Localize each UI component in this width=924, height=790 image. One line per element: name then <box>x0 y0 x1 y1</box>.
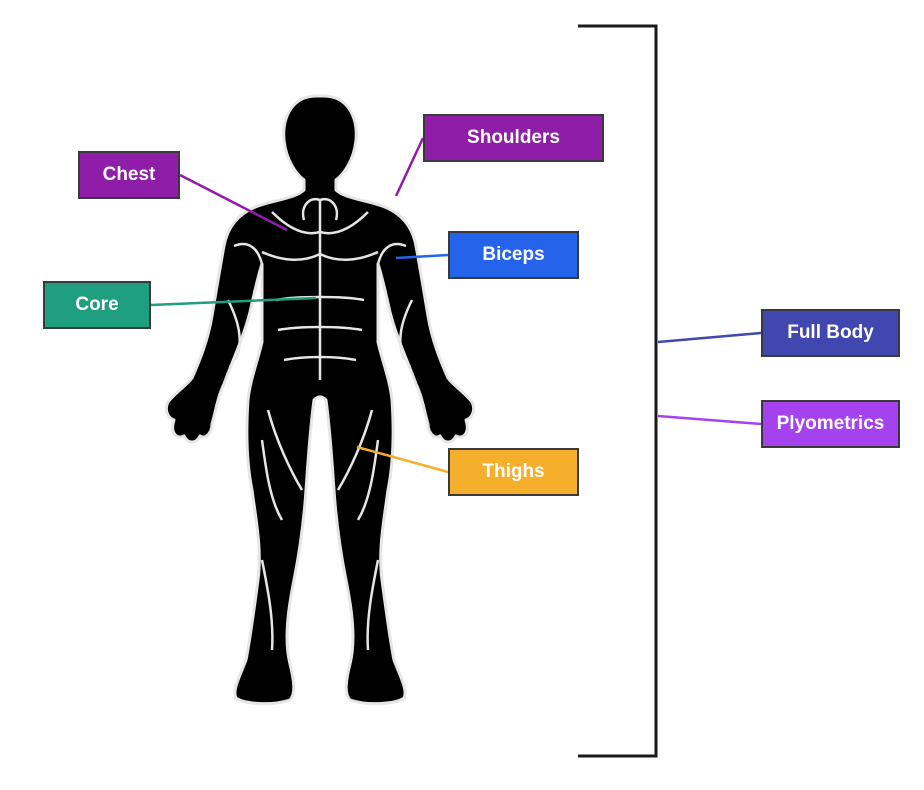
full-body-label[interactable]: Full Body <box>761 309 900 357</box>
human-muscle-figure-icon <box>164 94 476 706</box>
chest-connector <box>179 173 288 232</box>
plyometrics-label[interactable]: Plyometrics <box>761 400 900 448</box>
chest-label[interactable]: Chest <box>78 151 180 199</box>
core-label[interactable]: Core <box>43 281 151 329</box>
plyometrics-connector <box>657 414 762 426</box>
bracket <box>578 24 658 758</box>
shoulders-label[interactable]: Shoulders <box>423 114 604 162</box>
biceps-label[interactable]: Biceps <box>448 231 579 279</box>
shoulders-connector <box>394 137 425 197</box>
full-body-connector <box>657 331 762 344</box>
core-connector <box>150 296 317 307</box>
biceps-connector <box>395 253 449 260</box>
thighs-label[interactable]: Thighs <box>448 448 579 496</box>
thighs-connector <box>356 445 449 474</box>
